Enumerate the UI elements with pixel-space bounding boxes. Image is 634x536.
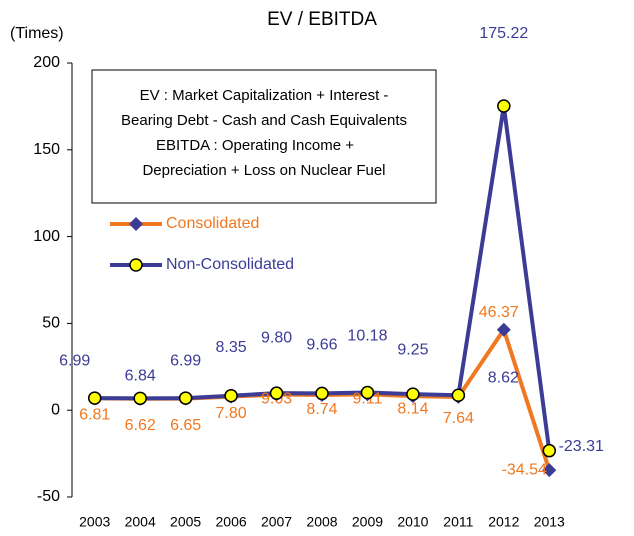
- y-tick-label: 100: [33, 228, 60, 245]
- x-tick-label: 2010: [397, 514, 428, 530]
- data-label: -23.31: [559, 438, 604, 455]
- x-tick-label: 2003: [79, 514, 110, 530]
- marker: [496, 322, 511, 337]
- y-axis-label: (Times): [10, 25, 64, 42]
- legend-label: Consolidated: [166, 215, 259, 232]
- legend-marker: [129, 258, 143, 272]
- marker: [451, 388, 466, 402]
- data-label: 6.81: [79, 407, 110, 424]
- data-label: 6.65: [170, 417, 201, 434]
- y-tick-label: -50: [37, 488, 60, 505]
- legend-label: Non-Consolidated: [166, 256, 294, 273]
- data-label: 9.25: [397, 341, 428, 358]
- marker: [269, 386, 284, 400]
- x-tick-label: 2013: [534, 514, 565, 530]
- data-label: 6.99: [170, 352, 201, 369]
- y-tick-label: 150: [33, 141, 60, 158]
- data-label: 8.14: [397, 400, 428, 417]
- marker: [87, 391, 102, 405]
- y-tick-label: 200: [33, 54, 60, 71]
- marker: [497, 99, 511, 113]
- annotation-line: Bearing Debt - Cash and Cash Equivalents: [121, 112, 407, 129]
- data-label: 7.64: [443, 410, 474, 427]
- data-label: 8.35: [216, 339, 247, 356]
- x-tick-label: 2006: [216, 514, 247, 530]
- data-label: 7.80: [216, 405, 247, 422]
- data-label: 10.18: [347, 328, 387, 345]
- marker: [542, 443, 557, 458]
- x-tick-label: 2011: [443, 514, 473, 530]
- x-tick-label: 2012: [488, 514, 519, 530]
- annotation-line: EBITDA : Operating Income +: [156, 137, 354, 154]
- annotation-line: Depreciation + Loss on Nuclear Fuel: [142, 162, 385, 179]
- y-tick-label: 50: [42, 315, 60, 332]
- marker: [315, 386, 329, 401]
- marker: [224, 388, 238, 403]
- data-label: 9.66: [306, 337, 337, 354]
- x-tick-label: 2008: [306, 514, 337, 530]
- data-label: 8.62: [488, 369, 519, 386]
- marker: [360, 385, 375, 400]
- y-tick-label: 0: [51, 401, 60, 418]
- x-tick-label: 2007: [261, 514, 292, 530]
- data-label: 175.22: [479, 25, 528, 42]
- x-tick-label: 2004: [125, 514, 156, 530]
- data-label: 6.62: [125, 417, 156, 434]
- data-label: 8.74: [306, 401, 337, 418]
- x-tick-label: 2005: [170, 514, 201, 530]
- x-tick-label: 2009: [352, 514, 383, 530]
- data-label: 9.80: [261, 329, 292, 346]
- annotation-box: [91, 69, 437, 204]
- marker: [133, 391, 147, 406]
- data-label: 46.37: [479, 304, 519, 321]
- data-label: -34.54: [502, 461, 547, 478]
- marker: [178, 391, 193, 405]
- data-label: 6.84: [125, 368, 156, 385]
- annotation-line: EV : Market Capitalization + Interest -: [140, 87, 389, 104]
- marker: [542, 463, 557, 478]
- legend-marker: [129, 217, 143, 231]
- chart-title: EV / EBITDA: [267, 9, 377, 30]
- marker: [406, 387, 420, 401]
- data-label: 6.99: [59, 352, 90, 369]
